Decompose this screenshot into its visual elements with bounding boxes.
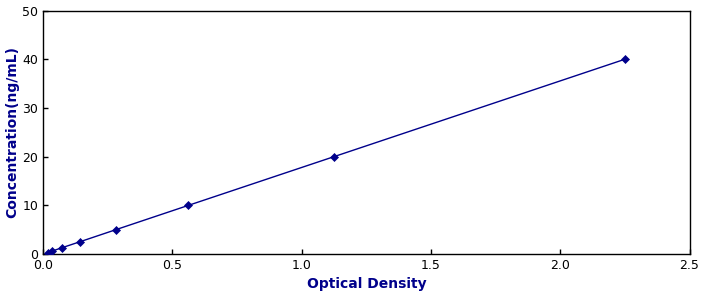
Y-axis label: Concentration(ng/mL): Concentration(ng/mL) — [6, 46, 20, 218]
X-axis label: Optical Density: Optical Density — [307, 277, 426, 291]
